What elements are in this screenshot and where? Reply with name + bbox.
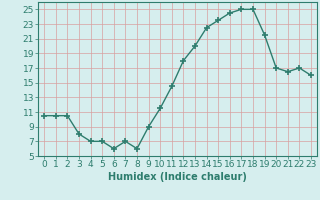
X-axis label: Humidex (Indice chaleur): Humidex (Indice chaleur)	[108, 172, 247, 182]
